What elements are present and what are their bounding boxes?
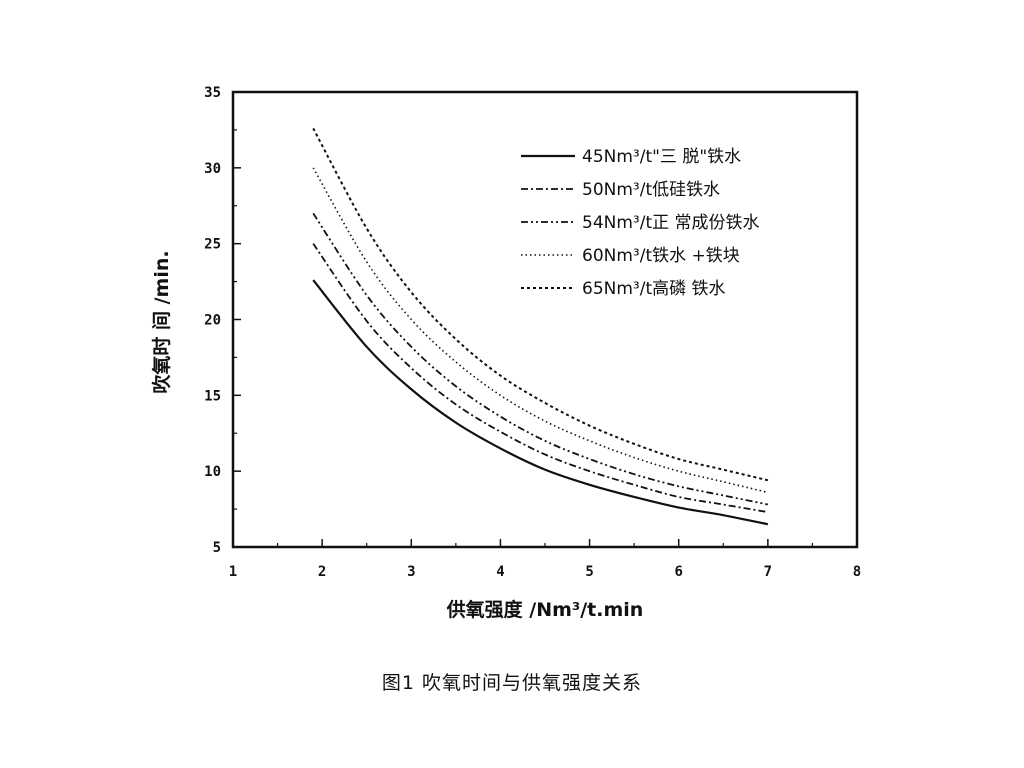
x-tick-label: 3 <box>407 564 415 580</box>
x-tick-label: 2 <box>318 564 326 580</box>
plot-frame <box>231 90 859 549</box>
x-tick-label: 4 <box>496 564 504 580</box>
y-tick-label: 5 <box>213 540 221 556</box>
x-tick-label: 6 <box>674 564 682 580</box>
legend-label-5: 65Nm³/t高磷 铁水 <box>582 279 726 299</box>
x-axis-title: 供氧强度 /Nm³/t.min <box>446 598 644 621</box>
y-tick-label: 10 <box>204 464 221 480</box>
figure-caption: 图1 吹氧时间与供氧强度关系 <box>381 672 643 694</box>
legend-label-3: 54Nm³/t正 常成份铁水 <box>582 213 760 233</box>
series-line-2 <box>312 243 769 514</box>
chart-figure: 1 2 3 4 5 6 7 8 5 10 15 20 25 30 35 45Nm³/t"三 脱"铁水 50Nm… <box>150 85 861 621</box>
series-lines <box>312 127 769 526</box>
series-line-3 <box>312 212 769 506</box>
legend-label-2: 50Nm³/t低硅铁水 <box>582 180 720 200</box>
series-line-5 <box>312 127 769 482</box>
x-tick-label: 5 <box>585 564 593 580</box>
legend-label-4: 60Nm³/t铁水 +铁块 <box>582 246 740 266</box>
y-axis-title: 吹氧时 间 /min. <box>150 250 173 393</box>
y-tick-label: 15 <box>204 388 221 404</box>
y-tick-label: 20 <box>204 313 221 329</box>
legend: 45Nm³/t"三 脱"铁水 50Nm³/t低硅铁水 54Nm³/t正 常成份铁水 6… <box>521 147 760 299</box>
x-tick-label: 1 <box>229 564 237 580</box>
y-tick-label: 30 <box>204 161 221 177</box>
x-tick-label: 8 <box>853 564 861 580</box>
legend-label-1: 45Nm³/t"三 脱"铁水 <box>582 147 741 167</box>
y-tick-label: 35 <box>204 85 221 101</box>
series-line-1 <box>312 279 769 526</box>
x-tick-label: 7 <box>764 564 772 580</box>
y-tick-label: 25 <box>204 237 221 253</box>
axis-ticks: 1 2 3 4 5 6 7 8 5 10 15 20 25 30 35 <box>204 85 861 580</box>
